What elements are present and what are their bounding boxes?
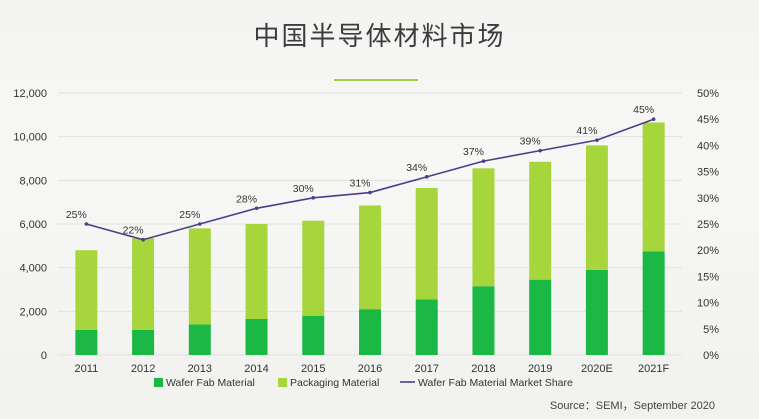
share-data-label: 45%	[633, 104, 654, 116]
bar-wafer-fab	[415, 299, 438, 355]
right-tick-label: 15%	[697, 271, 719, 283]
right-tick-label: 0%	[703, 350, 719, 362]
bar-packaging	[75, 250, 98, 330]
x-tick-label: 2013	[188, 363, 212, 375]
share-line-point	[311, 196, 316, 200]
share-line-point	[595, 138, 599, 142]
left-tick-label: 2,000	[19, 306, 47, 318]
legend-swatch-packaging	[278, 378, 287, 387]
share-line-point	[424, 175, 429, 179]
share-line-point	[198, 222, 202, 226]
bar-packaging	[359, 205, 381, 310]
x-tick-label: 2015	[301, 363, 325, 375]
chart-title: 中国半导体材料市场	[253, 22, 506, 52]
left-tick-label: 8,000	[19, 175, 47, 187]
grid	[58, 92, 682, 356]
source-note: Source：SEMI，September 2020	[549, 400, 715, 412]
share-line-point	[254, 206, 259, 211]
x-tick-label: 2021F	[638, 363, 669, 375]
share-data-label: 22%	[123, 225, 144, 237]
bar-packaging	[472, 168, 495, 287]
share-data-label: 25%	[179, 209, 200, 221]
share-line: 25% 22% 25% 28% 30% 31% 34% 37% 39% 41% 45%	[66, 104, 656, 242]
bar-wafer-fab	[245, 318, 268, 355]
bar-packaging	[642, 122, 665, 252]
left-tick-label: 10,000	[13, 132, 47, 144]
legend: Wafer Fab Material Packaging Material Wafe…	[154, 377, 573, 389]
share-data-label: 34%	[406, 162, 427, 174]
right-tick-label: 10%	[697, 298, 719, 310]
share-line-point	[651, 117, 656, 121]
left-tick-label: 4,000	[19, 263, 47, 275]
bar-wafer-fab	[585, 269, 608, 355]
bar-wafer-fab	[359, 309, 381, 355]
x-tick-label: 2016	[358, 363, 382, 375]
right-tick-label: 40%	[697, 140, 719, 152]
left-tick-label: 6,000	[19, 219, 47, 231]
x-tick-label: 2020E	[581, 363, 613, 375]
right-tick-label: 20%	[697, 245, 719, 257]
x-tick-label: 2019	[528, 363, 552, 375]
right-tick-label: 45%	[697, 114, 719, 126]
x-axis-labels: 2011 2012 2013 2014 2015 2016 2017 2018 2019 2020…	[75, 363, 670, 375]
bar-packaging	[302, 220, 325, 316]
bars	[75, 122, 665, 355]
share-data-label: 30%	[293, 183, 314, 195]
share-line-point	[481, 159, 486, 163]
left-tick-label: 0	[41, 350, 47, 362]
bar-wafer-fab	[188, 324, 211, 355]
legend-label-packaging: Packaging Material	[290, 377, 379, 389]
right-tick-label: 50%	[697, 88, 719, 100]
bar-packaging	[529, 161, 552, 280]
share-line-point	[84, 222, 89, 226]
left-tick-label: 12,000	[13, 88, 47, 100]
bar-packaging	[585, 145, 608, 270]
title-accent-line	[334, 79, 418, 81]
x-tick-label: 2014	[244, 363, 268, 375]
bar-packaging	[415, 187, 438, 300]
bar-wafer-fab	[302, 315, 325, 355]
bar-packaging	[245, 224, 268, 319]
bar-wafer-fab	[642, 251, 665, 355]
bar-wafer-fab	[75, 329, 98, 355]
legend-swatch-wafer-fab	[154, 378, 163, 387]
bar-packaging	[188, 228, 211, 325]
x-tick-label: 2018	[471, 363, 495, 375]
right-tick-label: 5%	[703, 324, 719, 336]
share-line-point	[538, 148, 542, 153]
bar-wafer-fab	[472, 286, 495, 355]
right-axis-ticks: 0% 5% 10% 15% 20% 25% 30% 35% 40% 45% 50%	[697, 88, 719, 362]
right-tick-label: 35%	[697, 167, 719, 179]
share-data-label: 37%	[463, 146, 484, 158]
right-tick-label: 25%	[697, 219, 719, 231]
x-tick-label: 2017	[414, 363, 438, 375]
legend-label-wafer-fab: Wafer Fab Material	[166, 377, 255, 389]
share-data-label: 39%	[520, 136, 541, 148]
left-axis-ticks: 0 2,000 4,000 6,000 8,000 10,000 12,000	[13, 88, 47, 362]
legend-label-share: Wafer Fab Material Market Share	[418, 377, 573, 389]
share-line-point	[141, 237, 145, 242]
bar-wafer-fab	[529, 279, 552, 355]
x-tick-label: 2012	[131, 363, 155, 375]
share-data-label: 25%	[66, 209, 87, 221]
share-data-label: 41%	[576, 125, 597, 137]
bar-packaging	[132, 238, 155, 330]
share-line-point	[368, 190, 372, 195]
share-data-label: 31%	[349, 178, 370, 190]
x-tick-label: 2011	[75, 363, 99, 375]
right-tick-label: 30%	[697, 193, 719, 205]
share-data-label: 28%	[236, 193, 257, 205]
bar-wafer-fab	[132, 329, 155, 355]
